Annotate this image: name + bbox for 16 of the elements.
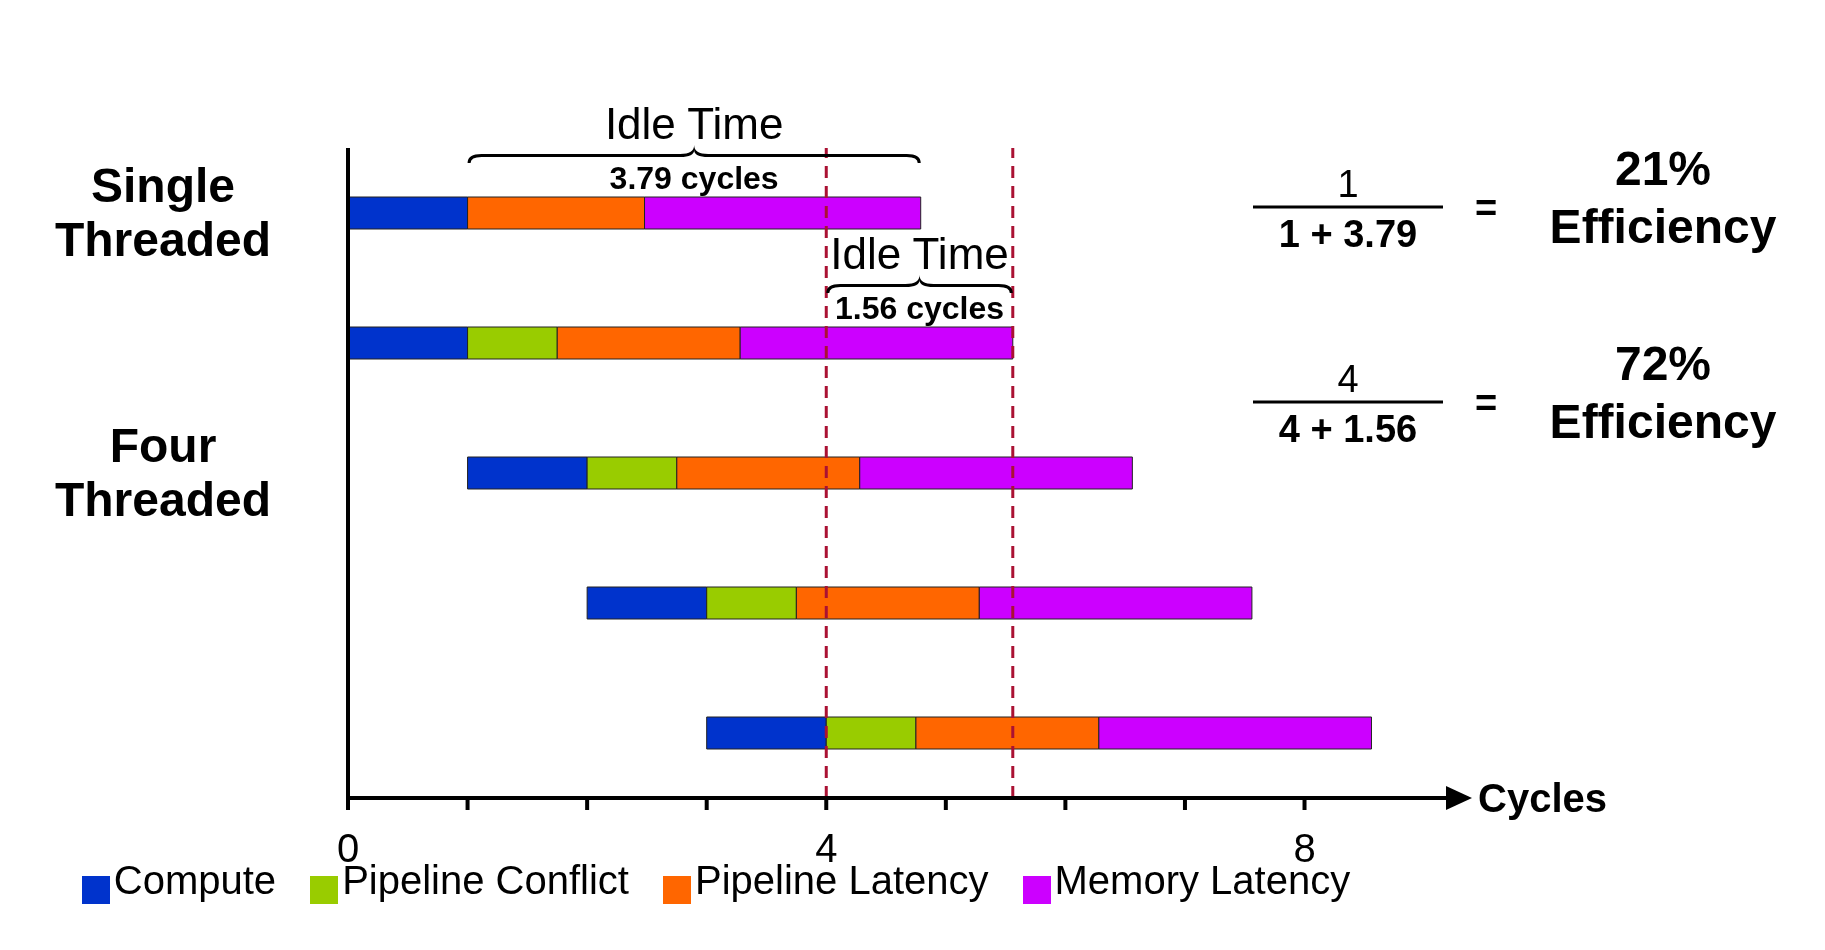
legend-label: Compute: [113, 858, 277, 902]
annotation: 3.79 cycles: [609, 160, 779, 196]
text: 72% Efficiency: [1549, 337, 1777, 448]
text: =: [1474, 187, 1498, 229]
y-tick-label: Single Threaded: [54, 159, 272, 266]
annotation: Idle Time: [830, 229, 1009, 278]
annotation: 1: [1337, 163, 1359, 205]
annotation: 4: [1337, 358, 1359, 400]
text: 21% Efficiency: [1549, 142, 1777, 253]
annotation: 1 + 3.79: [1278, 213, 1418, 255]
x-axis-title: Cycles: [1478, 776, 1607, 820]
text: =: [1474, 382, 1498, 424]
annotation: 1.56 cycles: [835, 290, 1005, 326]
y-tick-label: Four Threaded: [54, 419, 272, 526]
annotation: 4 + 1.56: [1278, 408, 1418, 450]
annotation: Idle Time: [604, 99, 784, 148]
